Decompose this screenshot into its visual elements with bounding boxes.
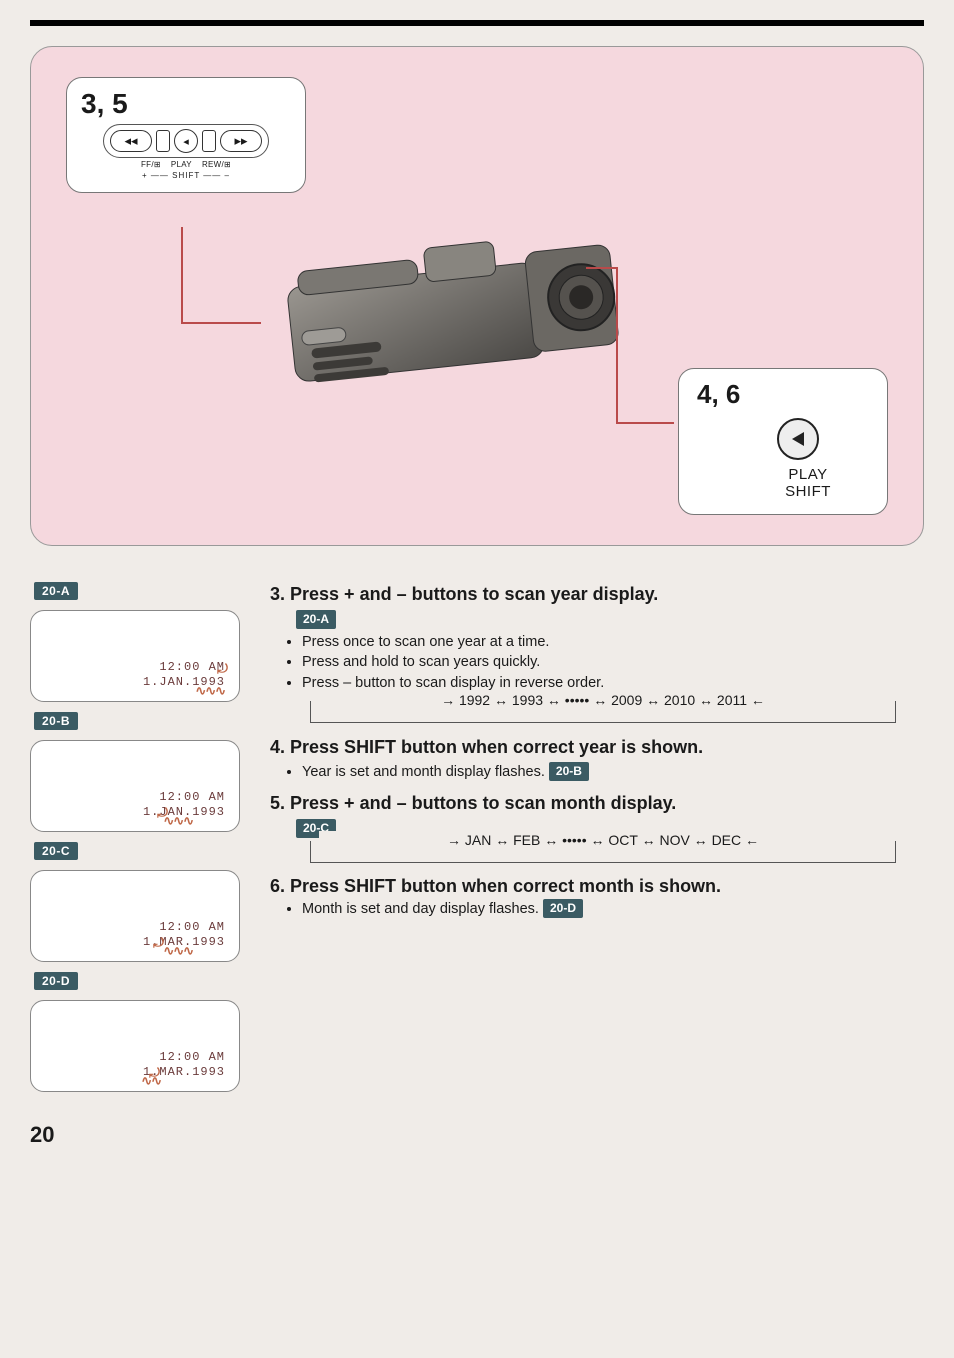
lcd-box-a: 12:00 AM 1.JAN.1993 ∿∿∿ ⤾ xyxy=(30,610,240,702)
shift-line-label: + —— SHIFT —— – xyxy=(81,171,291,180)
play-label: PLAY xyxy=(747,466,869,483)
callout-line xyxy=(181,227,183,322)
month-chain: → JAN ↔ FEB ↔ ••••• ↔ OCT ↔ NOV ↔ DEC ← xyxy=(310,841,896,863)
play-label: PLAY xyxy=(171,160,192,169)
panel-4-6: 4, 6 PLAY SHIFT xyxy=(678,368,888,515)
flash-indicator-icon: ∿∿∿ xyxy=(163,943,193,959)
play-shift-button-icon xyxy=(777,418,819,460)
step5-heading: 5. Press + and – buttons to scan month d… xyxy=(270,791,924,816)
camcorder-illustration xyxy=(231,217,651,427)
ref-tag-20d: 20-D xyxy=(543,899,583,918)
step3-bullets: Press once to scan one year at a time. P… xyxy=(270,632,924,693)
panel-3-5: 3, 5 ◂◂ ◂ ▸▸ FF/⊞ PLAY REW/⊞ + —— SHIFT … xyxy=(66,77,306,193)
instructions: 3. Press + and – buttons to scan year di… xyxy=(270,576,924,1092)
step6-bullet: Month is set and day display flashes. 20… xyxy=(302,899,924,919)
ref-tag-20b: 20-B xyxy=(549,762,589,781)
flash-arrow-icon: ⤾ xyxy=(217,661,227,677)
flash-arrow-icon: ⤾ xyxy=(149,1065,159,1081)
lcd-tag-d: 20-D xyxy=(34,972,78,990)
page-number: 20 xyxy=(30,1122,924,1148)
lcd-tag-b: 20-B xyxy=(34,712,78,730)
play-button-icon: ◂ xyxy=(174,129,198,153)
lcd-a-line1: 12:00 AM xyxy=(159,660,225,674)
step3-bullet: Press once to scan one year at a time. xyxy=(302,632,924,652)
year-chain: → 1992 ↔ 1993 ↔ ••••• ↔ 2009 ↔ 2010 ↔ 20… xyxy=(310,701,896,723)
button-row: ◂◂ ◂ ▸▸ xyxy=(103,124,269,158)
step4-bullets: Year is set and month display flashes. 2… xyxy=(270,762,924,782)
panel-35-number: 3, 5 xyxy=(81,88,291,120)
step6-heading: 6. Press SHIFT button when correct month… xyxy=(270,875,924,898)
lcd-box-c: 12:00 AM 1.MAR.1993 ∿∿∿ ⤾ xyxy=(30,870,240,962)
rewind-button-icon: ◂◂ xyxy=(110,130,152,152)
button-labels-row: FF/⊞ PLAY REW/⊞ xyxy=(81,160,291,169)
step6-bullet-text: Month is set and day display flashes. xyxy=(302,901,539,917)
flash-indicator-icon: ∿∿∿ xyxy=(195,683,225,699)
shift-label: SHIFT xyxy=(747,483,869,500)
step6-bullets: Month is set and day display flashes. 20… xyxy=(270,899,924,919)
flash-arrow-icon: ⤾ xyxy=(153,935,163,951)
step4-bullet-text: Year is set and month display flashes. xyxy=(302,764,545,780)
ref-tag-20a: 20-A xyxy=(296,610,336,629)
hero-diagram: 3, 5 ◂◂ ◂ ▸▸ FF/⊞ PLAY REW/⊞ + —— SHIFT … xyxy=(30,46,924,546)
lcd-tag-a: 20-A xyxy=(34,582,78,600)
step3-heading: 3. Press + and – buttons to scan year di… xyxy=(270,582,924,607)
flash-arrow-icon: ⤾ xyxy=(157,805,167,821)
callout-line xyxy=(181,322,261,324)
lcd-column: 20-A 12:00 AM 1.JAN.1993 ∿∿∿ ⤾ 20-B 12:0… xyxy=(30,582,240,1092)
lcd-c-line1: 12:00 AM xyxy=(159,920,225,934)
ff-label: FF/⊞ xyxy=(141,160,161,169)
top-rule xyxy=(30,20,924,26)
ff-button-icon: ▸▸ xyxy=(220,130,262,152)
lcd-d-line1: 12:00 AM xyxy=(159,1050,225,1064)
rew-label: REW/⊞ xyxy=(202,160,231,169)
month-chain-text: → JAN ↔ FEB ↔ ••••• ↔ OCT ↔ NOV ↔ DEC ← xyxy=(319,831,887,851)
spacer-button-icon xyxy=(202,130,216,152)
spacer-button-icon xyxy=(156,130,170,152)
step3-bullet: Press – button to scan display in revers… xyxy=(302,673,924,693)
lcd-b-line1: 12:00 AM xyxy=(159,790,225,804)
panel-46-number: 4, 6 xyxy=(697,379,869,410)
step3-bullet: Press and hold to scan years quickly. xyxy=(302,652,924,672)
year-chain-text: → 1992 ↔ 1993 ↔ ••••• ↔ 2009 ↔ 2010 ↔ 20… xyxy=(319,691,887,711)
callout-line xyxy=(616,267,618,422)
lcd-box-d: 12:00 AM 1.MAR.1993 ∿∿ ⤾ xyxy=(30,1000,240,1092)
lower-section: 20-A 12:00 AM 1.JAN.1993 ∿∿∿ ⤾ 20-B 12:0… xyxy=(30,576,924,1092)
step4-bullet: Year is set and month display flashes. 2… xyxy=(302,762,924,782)
lcd-tag-c: 20-C xyxy=(34,842,78,860)
lcd-box-b: 12:00 AM 1.JAN.1993 ∿∿∿ ⤾ xyxy=(30,740,240,832)
flash-indicator-icon: ∿∿∿ xyxy=(163,813,193,829)
step4-heading: 4. Press SHIFT button when correct year … xyxy=(270,735,924,760)
callout-line xyxy=(586,267,618,269)
callout-line xyxy=(616,422,674,424)
